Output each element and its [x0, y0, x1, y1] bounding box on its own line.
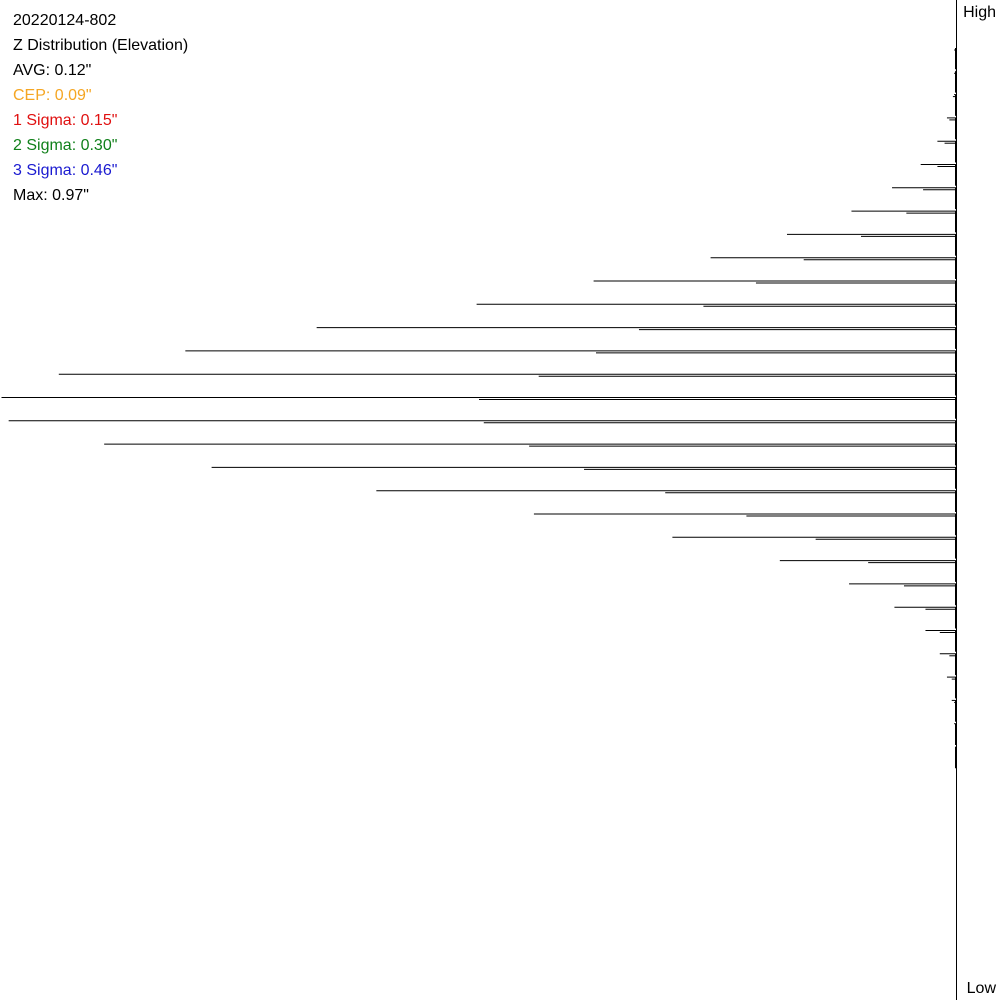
axis-low-label: Low — [966, 980, 996, 997]
stat-avg: AVG: 0.12" — [13, 62, 92, 79]
histogram-bars — [1, 47, 957, 769]
chart-title: Z Distribution (Elevation) — [13, 37, 189, 54]
stat-max: Max: 0.97" — [13, 187, 89, 204]
stat-3-sigma: 3 Sigma: 0.46" — [13, 162, 118, 179]
stat-2-sigma: 2 Sigma: 0.30" — [13, 137, 118, 154]
axis-high-label: High — [963, 4, 996, 21]
chart-id: 20220124-802 — [13, 12, 117, 29]
stat-cep: CEP: 0.09" — [13, 87, 92, 104]
stat-1-sigma: 1 Sigma: 0.15" — [13, 112, 118, 129]
